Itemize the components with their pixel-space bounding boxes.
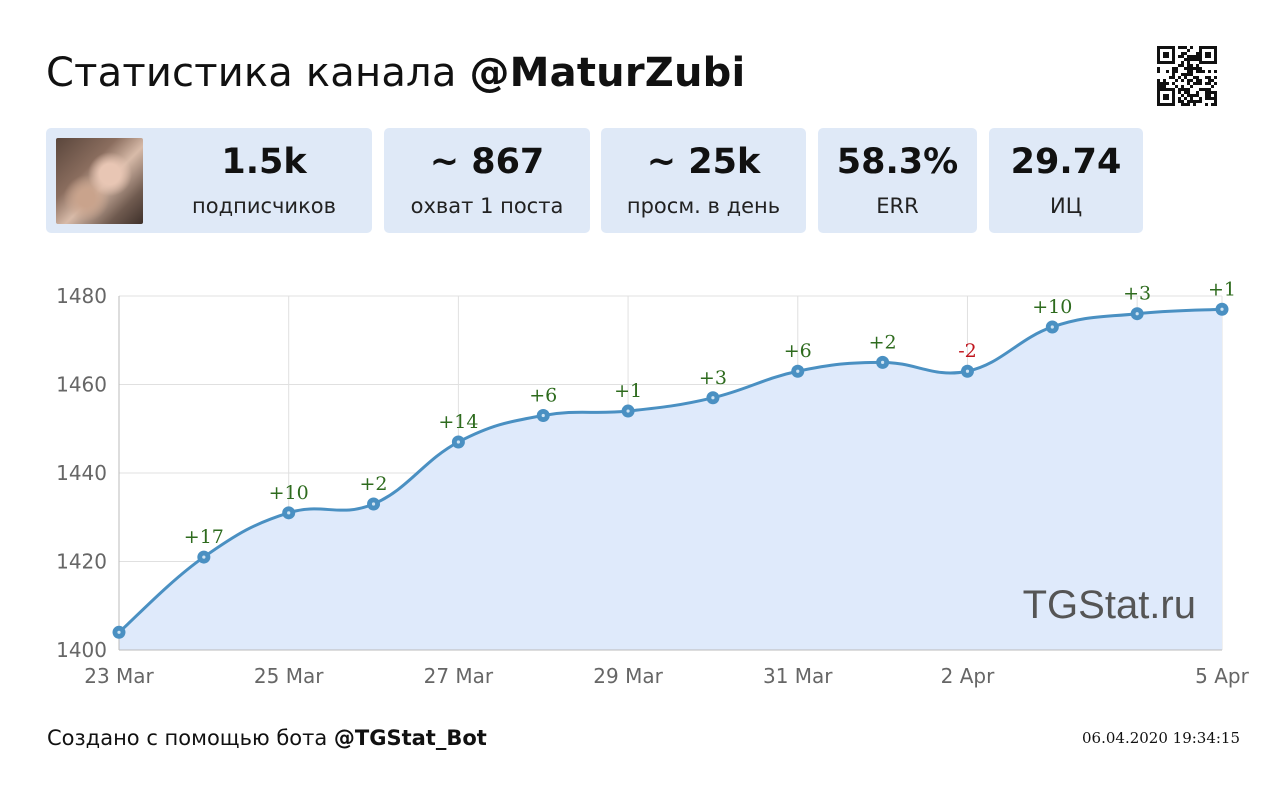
footer-timestamp: 06.04.2020 19:34:15	[1082, 729, 1241, 747]
y-tick-label: 1460	[56, 373, 107, 397]
subscribers-line-chart: TGStat.ru +17 +10 +2 +14 +6 +1 +3 +6 +2 -2 +10 +3 +1 1…	[56, 278, 1250, 688]
qr-code-icon	[1157, 46, 1217, 106]
data-point-center	[965, 369, 970, 373]
stat-value: ~ 25k	[646, 142, 761, 182]
stat-card-subscribers: 1.5k подписчиков	[46, 128, 372, 233]
data-label: +6	[784, 340, 812, 362]
data-point-center	[711, 396, 715, 400]
data-point-center	[371, 502, 376, 506]
data-point-center	[117, 630, 121, 634]
bot-handle-link[interactable]: @TGStat_Bot	[333, 726, 487, 750]
stat-card-citation-index: 29.74 ИЦ	[989, 128, 1143, 233]
x-tick-label: 2 Apr	[941, 664, 995, 688]
data-point-center	[796, 369, 800, 373]
stat-label: охват 1 поста	[410, 194, 564, 218]
channel-avatar	[56, 138, 143, 224]
data-label: +3	[1123, 283, 1151, 305]
y-tick-label: 1420	[56, 550, 107, 574]
data-point-center	[881, 360, 885, 364]
data-point-center	[626, 409, 630, 413]
data-label: +3	[699, 367, 727, 389]
footer-credit: Создано с помощью бота @TGStat_Bot	[47, 726, 487, 750]
stat-card-err: 58.3% ERR	[818, 128, 977, 233]
data-label: +14	[438, 411, 478, 433]
x-tick-label: 25 Mar	[254, 664, 324, 688]
stat-value: 58.3%	[836, 142, 959, 182]
data-label: +2	[360, 473, 388, 495]
title-prefix: Статистика канала	[46, 50, 457, 96]
data-label: +10	[269, 482, 309, 504]
x-tick-label: 31 Mar	[763, 664, 833, 688]
x-tick-label: 27 Mar	[424, 664, 494, 688]
data-label: +1	[1208, 278, 1236, 300]
y-tick-label: 1480	[56, 284, 107, 308]
data-label: +1	[614, 380, 642, 402]
stat-value: ~ 867	[429, 142, 545, 182]
x-tick-label: 5 Apr	[1195, 664, 1249, 688]
footer-text: Создано с помощью бота	[47, 726, 328, 750]
stat-label: подписчиков	[192, 194, 336, 218]
data-point-center	[1135, 312, 1139, 316]
data-point-center	[202, 555, 206, 559]
x-tick-label: 23 Mar	[84, 664, 154, 688]
stat-label: просм. в день	[626, 194, 781, 218]
stat-label: ERR	[876, 194, 919, 218]
data-point-center	[1220, 307, 1224, 311]
data-point-center	[541, 413, 545, 418]
page-title: Статистика канала @MaturZubi	[46, 50, 745, 96]
data-point-center	[1050, 325, 1054, 329]
stat-card-daily-views: ~ 25k просм. в день	[601, 128, 806, 233]
channel-handle: @MaturZubi	[469, 50, 746, 96]
y-tick-label: 1400	[56, 638, 107, 662]
data-label: +6	[529, 384, 557, 406]
x-tick-label: 29 Mar	[593, 664, 663, 688]
stat-label: ИЦ	[1049, 194, 1082, 218]
data-point-center	[287, 511, 291, 515]
y-tick-label: 1440	[56, 461, 107, 485]
data-label: -2	[958, 340, 977, 362]
area-fill	[119, 309, 1222, 650]
data-label: +10	[1032, 296, 1072, 318]
stat-card-reach: ~ 867 охват 1 поста	[384, 128, 590, 233]
stat-value: 29.74	[1010, 142, 1122, 182]
data-label: +2	[869, 331, 897, 353]
stat-value: 1.5k	[221, 142, 307, 182]
data-label: +17	[184, 526, 224, 548]
watermark-label: TGStat.ru	[1023, 583, 1196, 627]
data-point-center	[456, 440, 460, 444]
